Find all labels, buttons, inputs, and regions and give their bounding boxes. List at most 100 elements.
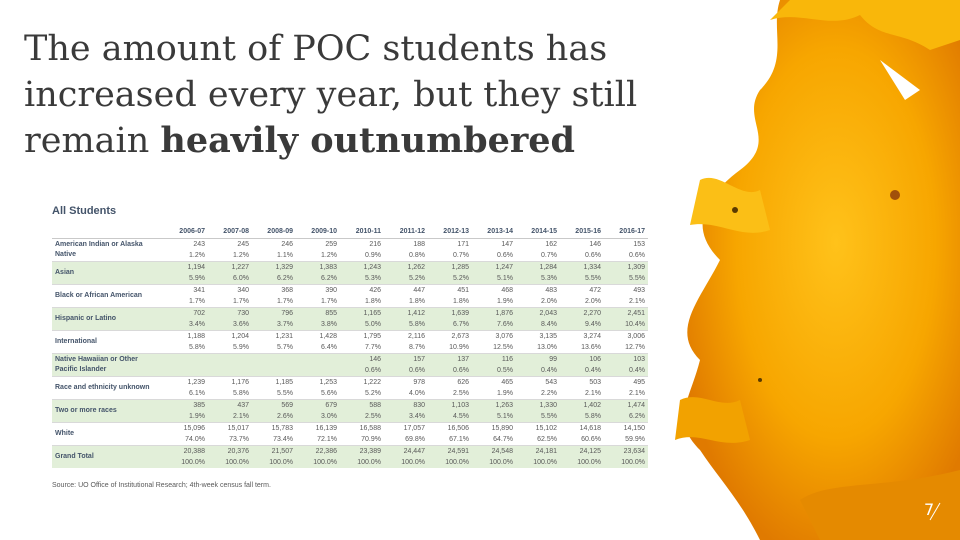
title-bold: heavily outnumbered	[160, 120, 576, 161]
percent-cell: 62.5%	[537, 436, 557, 443]
count-cell: 22,386	[296, 445, 340, 457]
percent-cell: 5.1%	[472, 411, 516, 423]
percent-cell: 5.3%	[516, 273, 560, 285]
percent-cell: 3.7%	[252, 319, 296, 331]
count-cell: 1,204	[208, 330, 252, 342]
count-cell: 137	[428, 353, 472, 365]
percent-cell: 12.5%	[493, 344, 513, 351]
percent-cell: 100.0%	[384, 457, 428, 468]
percent-cell: 5.2%	[384, 273, 428, 285]
percent-cell	[252, 365, 296, 377]
column-header: 2007-08	[208, 224, 252, 239]
count-cell: 1,247	[472, 261, 516, 273]
count-cell: 1,239	[164, 376, 208, 388]
count-cell: 588	[340, 399, 384, 411]
count-cell	[252, 353, 296, 365]
percent-cell: 73.7%	[229, 436, 249, 443]
count-cell: 24,125	[560, 445, 604, 457]
count-cell: 1,222	[340, 376, 384, 388]
percent-cell: 2.0%	[585, 298, 601, 305]
percent-cell: 5.7%	[277, 344, 293, 351]
count-cell: 1,474	[604, 399, 648, 411]
count-cell	[208, 353, 252, 365]
percent-cell: 6.1%	[189, 390, 205, 397]
count-cell: 162	[516, 238, 560, 250]
count-cell: 1,334	[560, 261, 604, 273]
percent-cell	[164, 365, 208, 377]
percent-cell: 5.8%	[233, 390, 249, 397]
count-cell: 259	[296, 238, 340, 250]
percent-cell: 1.7%	[321, 298, 337, 305]
percent-cell: 0.4%	[560, 365, 604, 377]
count-cell: 1,227	[208, 261, 252, 273]
count-cell: 543	[516, 376, 560, 388]
count-cell: 15,096	[164, 422, 208, 434]
count-cell: 24,447	[384, 445, 428, 457]
percent-cell: 60.6%	[581, 436, 601, 443]
row-label: American Indian or Alaska Native	[52, 238, 164, 262]
percent-cell: 0.5%	[472, 365, 516, 377]
percent-cell: 6.4%	[321, 344, 337, 351]
count-cell: 1,639	[428, 307, 472, 319]
count-cell: 1,103	[428, 399, 472, 411]
count-cell: 2,270	[560, 307, 604, 319]
percent-cell: 6.2%	[296, 273, 340, 285]
count-cell: 1,263	[472, 399, 516, 411]
percent-cell	[296, 365, 340, 377]
count-cell: 243	[164, 238, 208, 250]
percent-cell: 1.2%	[321, 252, 337, 259]
count-cell: 437	[208, 399, 252, 411]
count-cell: 465	[472, 376, 516, 388]
count-cell: 1,412	[384, 307, 428, 319]
percent-cell: 70.9%	[361, 436, 381, 443]
page-number: 7	[924, 500, 935, 519]
percent-cell: 5.3%	[340, 273, 384, 285]
count-cell: 341	[164, 284, 208, 296]
percent-cell: 0.6%	[629, 252, 645, 259]
count-cell: 23,634	[604, 445, 648, 457]
count-cell: 21,507	[252, 445, 296, 457]
count-cell: 20,388	[164, 445, 208, 457]
count-cell: 1,176	[208, 376, 252, 388]
count-cell: 1,428	[296, 330, 340, 342]
count-cell: 447	[384, 284, 428, 296]
percent-cell: 5.1%	[472, 273, 516, 285]
count-cell: 14,618	[560, 422, 604, 434]
count-cell: 106	[560, 353, 604, 365]
percent-cell: 2.1%	[629, 390, 645, 397]
count-cell: 1,284	[516, 261, 560, 273]
percent-cell: 0.4%	[516, 365, 560, 377]
percent-cell: 64.7%	[493, 436, 513, 443]
count-cell: 3,135	[516, 330, 560, 342]
count-cell: 730	[208, 307, 252, 319]
percent-cell: 2.1%	[629, 298, 645, 305]
row-label: Hispanic or Latino	[52, 307, 164, 331]
row-label: International	[52, 330, 164, 354]
count-cell: 14,150	[604, 422, 648, 434]
count-cell: 472	[560, 284, 604, 296]
percent-cell: 1.8%	[365, 298, 381, 305]
percent-cell: 8.7%	[409, 344, 425, 351]
percent-cell: 2.6%	[252, 411, 296, 423]
count-cell: 15,890	[472, 422, 516, 434]
percent-cell: 10.4%	[604, 319, 648, 331]
count-cell: 2,043	[516, 307, 560, 319]
count-cell: 1,165	[340, 307, 384, 319]
table-row: 5.8% 5.9% 5.7% 6.4% 7.7% 8.7% 10.9% 12.5% 13.0% 1…	[52, 342, 648, 354]
percent-cell: 3.8%	[296, 319, 340, 331]
count-cell: 24,548	[472, 445, 516, 457]
percent-cell: 3.0%	[296, 411, 340, 423]
percent-cell: 100.0%	[208, 457, 252, 468]
percent-cell: 5.5%	[277, 390, 293, 397]
count-cell: 20,376	[208, 445, 252, 457]
percent-cell: 1.9%	[497, 298, 513, 305]
percent-cell: 2.0%	[541, 298, 557, 305]
percent-cell: 13.0%	[537, 344, 557, 351]
percent-cell: 4.5%	[428, 411, 472, 423]
percent-cell: 1.7%	[189, 298, 205, 305]
count-cell: 1,231	[252, 330, 296, 342]
count-cell: 796	[252, 307, 296, 319]
table-row: 6.1% 5.8% 5.5% 5.6% 5.2% 4.0% 2.5% 1.9% 2.2% 2.1%…	[52, 388, 648, 400]
count-cell: 1,285	[428, 261, 472, 273]
